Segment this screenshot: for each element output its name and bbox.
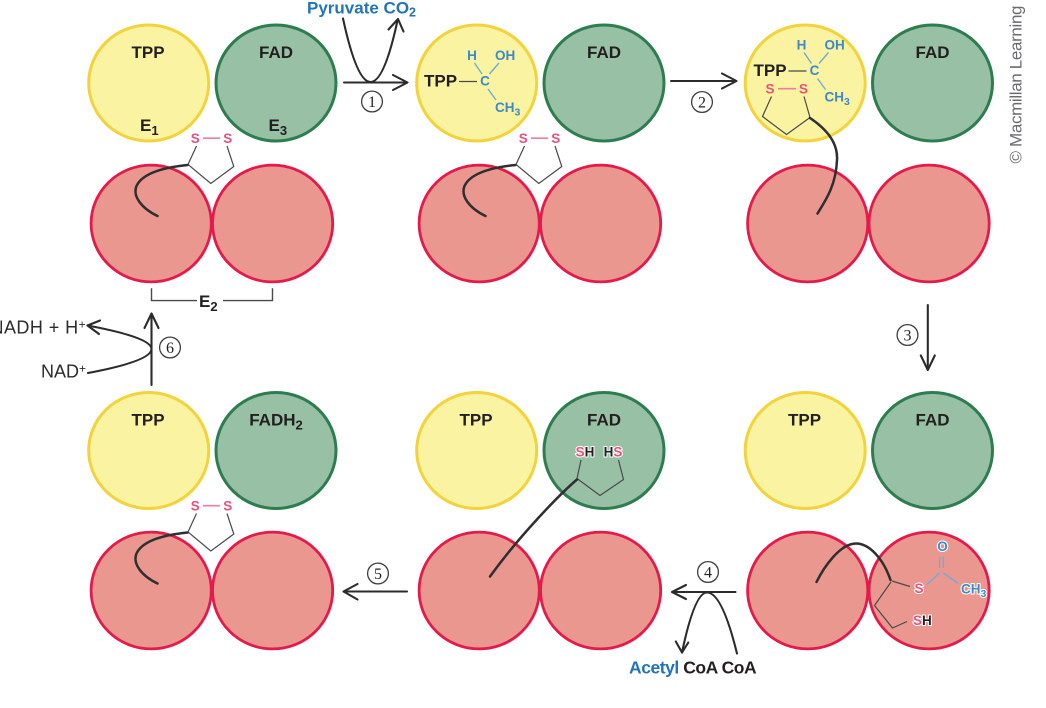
svg-text:FAD: FAD — [259, 43, 293, 62]
svg-text:H: H — [467, 48, 477, 63]
svg-text:FAD: FAD — [587, 411, 621, 430]
svg-text:Acetyl CoA CoA: Acetyl CoA CoA — [629, 658, 757, 678]
svg-text:NAD+: NAD+ — [41, 362, 86, 382]
svg-text:TPP: TPP — [131, 411, 164, 430]
svg-text:3: 3 — [904, 328, 912, 345]
svg-text:CH3: CH3 — [961, 582, 987, 601]
svg-text:OH: OH — [495, 48, 515, 63]
svg-text:SH: SH — [913, 613, 932, 628]
svg-text:1: 1 — [368, 94, 376, 111]
svg-text:TPP: TPP — [424, 72, 457, 91]
svg-text:Pyruvate CO2: Pyruvate CO2 — [307, 0, 416, 20]
svg-text:SH: SH — [576, 445, 595, 460]
svg-text:FAD: FAD — [916, 411, 950, 430]
svg-text:TPP: TPP — [131, 43, 164, 62]
svg-text:HS: HS — [604, 445, 623, 460]
svg-text:O: O — [937, 539, 948, 554]
svg-text:2: 2 — [698, 95, 706, 112]
svg-text:NADH + H+: NADH + H+ — [0, 318, 86, 338]
svg-text:FAD: FAD — [587, 43, 621, 62]
svg-text:FADH2: FADH2 — [249, 411, 303, 433]
svg-text:FAD: FAD — [916, 43, 950, 62]
svg-text:TPP: TPP — [788, 411, 821, 430]
svg-text:© Macmillan Learning: © Macmillan Learning — [1007, 6, 1026, 164]
svg-text:4: 4 — [704, 565, 712, 582]
svg-text:C: C — [480, 74, 490, 89]
svg-text:5: 5 — [374, 566, 382, 583]
svg-text:CH3: CH3 — [495, 100, 521, 119]
svg-text:S: S — [914, 581, 923, 596]
svg-text:S: S — [799, 82, 808, 97]
svg-text:TPP: TPP — [459, 411, 492, 430]
svg-text:S: S — [765, 82, 774, 97]
svg-text:6: 6 — [166, 340, 174, 357]
